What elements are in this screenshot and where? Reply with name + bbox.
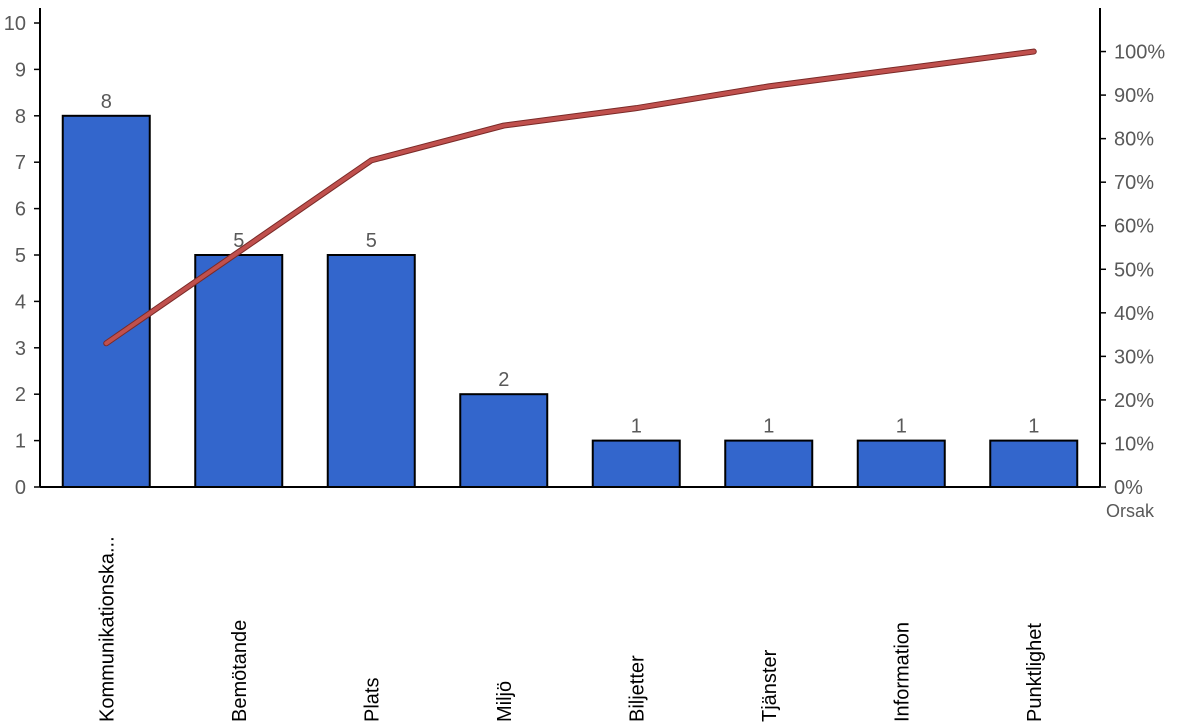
- right-tick-label: 20%: [1114, 390, 1154, 412]
- bar-value-label: 1: [1028, 416, 1039, 438]
- cumulative-line-series: [103, 48, 1037, 347]
- category-label: Biljetter: [626, 655, 648, 722]
- bar: [326, 254, 416, 488]
- bar: [591, 439, 681, 489]
- bar: [194, 254, 284, 488]
- left-tick-label: 8: [15, 106, 26, 128]
- right-axis-ticks: 0% 10% 20% 30% 40% 50% 60% 70% 80% 90% 100%: [1100, 42, 1165, 499]
- right-tick-label: 80%: [1114, 129, 1154, 151]
- right-tick-label: 40%: [1114, 303, 1154, 325]
- right-tick-label: 90%: [1114, 85, 1154, 107]
- left-tick-label: 2: [15, 384, 26, 406]
- category-labels: Kommunikationska... Bemötande Plats Miljö Bi…: [96, 536, 1046, 722]
- bar: [61, 114, 151, 489]
- bar-value-label: 1: [763, 416, 774, 438]
- category-label: Plats: [361, 678, 383, 722]
- bar-series: [61, 114, 1079, 489]
- right-tick-label: 50%: [1114, 259, 1154, 281]
- bar: [459, 393, 549, 489]
- bar-value-label: 8: [101, 91, 112, 113]
- left-tick-label: 4: [15, 291, 26, 313]
- left-tick-label: 7: [15, 152, 26, 174]
- right-tick-label: 60%: [1114, 216, 1154, 238]
- bar-value-label: 1: [896, 416, 907, 438]
- left-tick-label: 5: [15, 245, 26, 267]
- category-label: Bemötande: [229, 620, 251, 722]
- category-label: Punktlighet: [1024, 623, 1046, 722]
- bar-value-label: 2: [498, 369, 509, 391]
- left-tick-label: 6: [15, 199, 26, 221]
- category-label: Kommunikationska...: [96, 536, 118, 722]
- bar: [856, 439, 946, 489]
- left-tick-label: 1: [15, 431, 26, 453]
- right-tick-label: 10%: [1114, 433, 1154, 455]
- right-tick-label: 70%: [1114, 172, 1154, 194]
- left-tick-label: 9: [15, 59, 26, 81]
- category-label: Tjänster: [759, 649, 781, 722]
- category-label: Miljö: [494, 681, 516, 722]
- bar-value-label: 5: [233, 230, 244, 252]
- left-tick-label: 3: [15, 338, 26, 360]
- bar: [724, 439, 814, 489]
- bar-value-label: 1: [631, 416, 642, 438]
- left-tick-label: 10: [4, 13, 26, 35]
- left-axis-ticks: 0 1 2 3 4 5 6 7 8 9 10: [4, 13, 40, 499]
- left-tick-label: 0: [15, 477, 26, 499]
- x-axis-title: Orsak: [1106, 501, 1155, 521]
- bar: [989, 439, 1079, 489]
- cumulative-line: [104, 49, 1036, 346]
- right-tick-label: 30%: [1114, 346, 1154, 368]
- right-tick-label: 100%: [1114, 42, 1165, 64]
- bar-value-label: 5: [366, 230, 377, 252]
- category-label: Information: [891, 622, 913, 722]
- bar-data-labels: 8 5 5 2 1 1 1 1: [101, 91, 1040, 438]
- right-tick-label: 0%: [1114, 477, 1143, 499]
